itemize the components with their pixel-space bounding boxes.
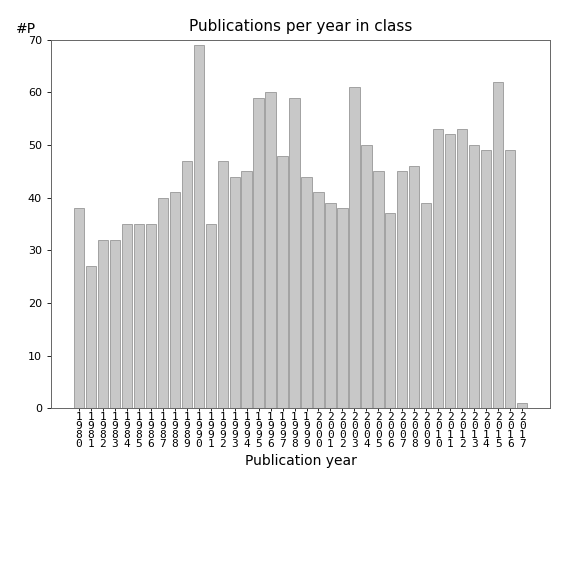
- Bar: [373, 171, 383, 408]
- Bar: [314, 192, 324, 408]
- Bar: [218, 161, 228, 408]
- Bar: [181, 161, 192, 408]
- Bar: [481, 150, 492, 408]
- Text: #P: #P: [16, 22, 36, 36]
- Bar: [361, 145, 371, 408]
- Bar: [253, 98, 264, 408]
- Bar: [469, 145, 479, 408]
- Bar: [242, 171, 252, 408]
- Bar: [517, 403, 527, 408]
- Bar: [386, 213, 396, 408]
- Bar: [265, 92, 276, 408]
- Bar: [457, 129, 467, 408]
- Bar: [158, 198, 168, 408]
- Bar: [349, 87, 359, 408]
- Bar: [146, 224, 156, 408]
- Bar: [433, 129, 443, 408]
- Bar: [134, 224, 144, 408]
- Bar: [170, 192, 180, 408]
- Bar: [505, 150, 515, 408]
- Bar: [421, 203, 431, 408]
- Bar: [409, 166, 420, 408]
- Bar: [337, 208, 348, 408]
- Bar: [302, 176, 312, 408]
- X-axis label: Publication year: Publication year: [244, 454, 357, 468]
- Bar: [74, 208, 84, 408]
- Bar: [193, 45, 204, 408]
- Title: Publications per year in class: Publications per year in class: [189, 19, 412, 35]
- Bar: [277, 155, 287, 408]
- Bar: [493, 82, 503, 408]
- Bar: [397, 171, 408, 408]
- Bar: [98, 240, 108, 408]
- Bar: [109, 240, 120, 408]
- Bar: [230, 176, 240, 408]
- Bar: [445, 134, 455, 408]
- Bar: [325, 203, 336, 408]
- Bar: [205, 224, 215, 408]
- Bar: [289, 98, 299, 408]
- Bar: [122, 224, 132, 408]
- Bar: [86, 266, 96, 408]
